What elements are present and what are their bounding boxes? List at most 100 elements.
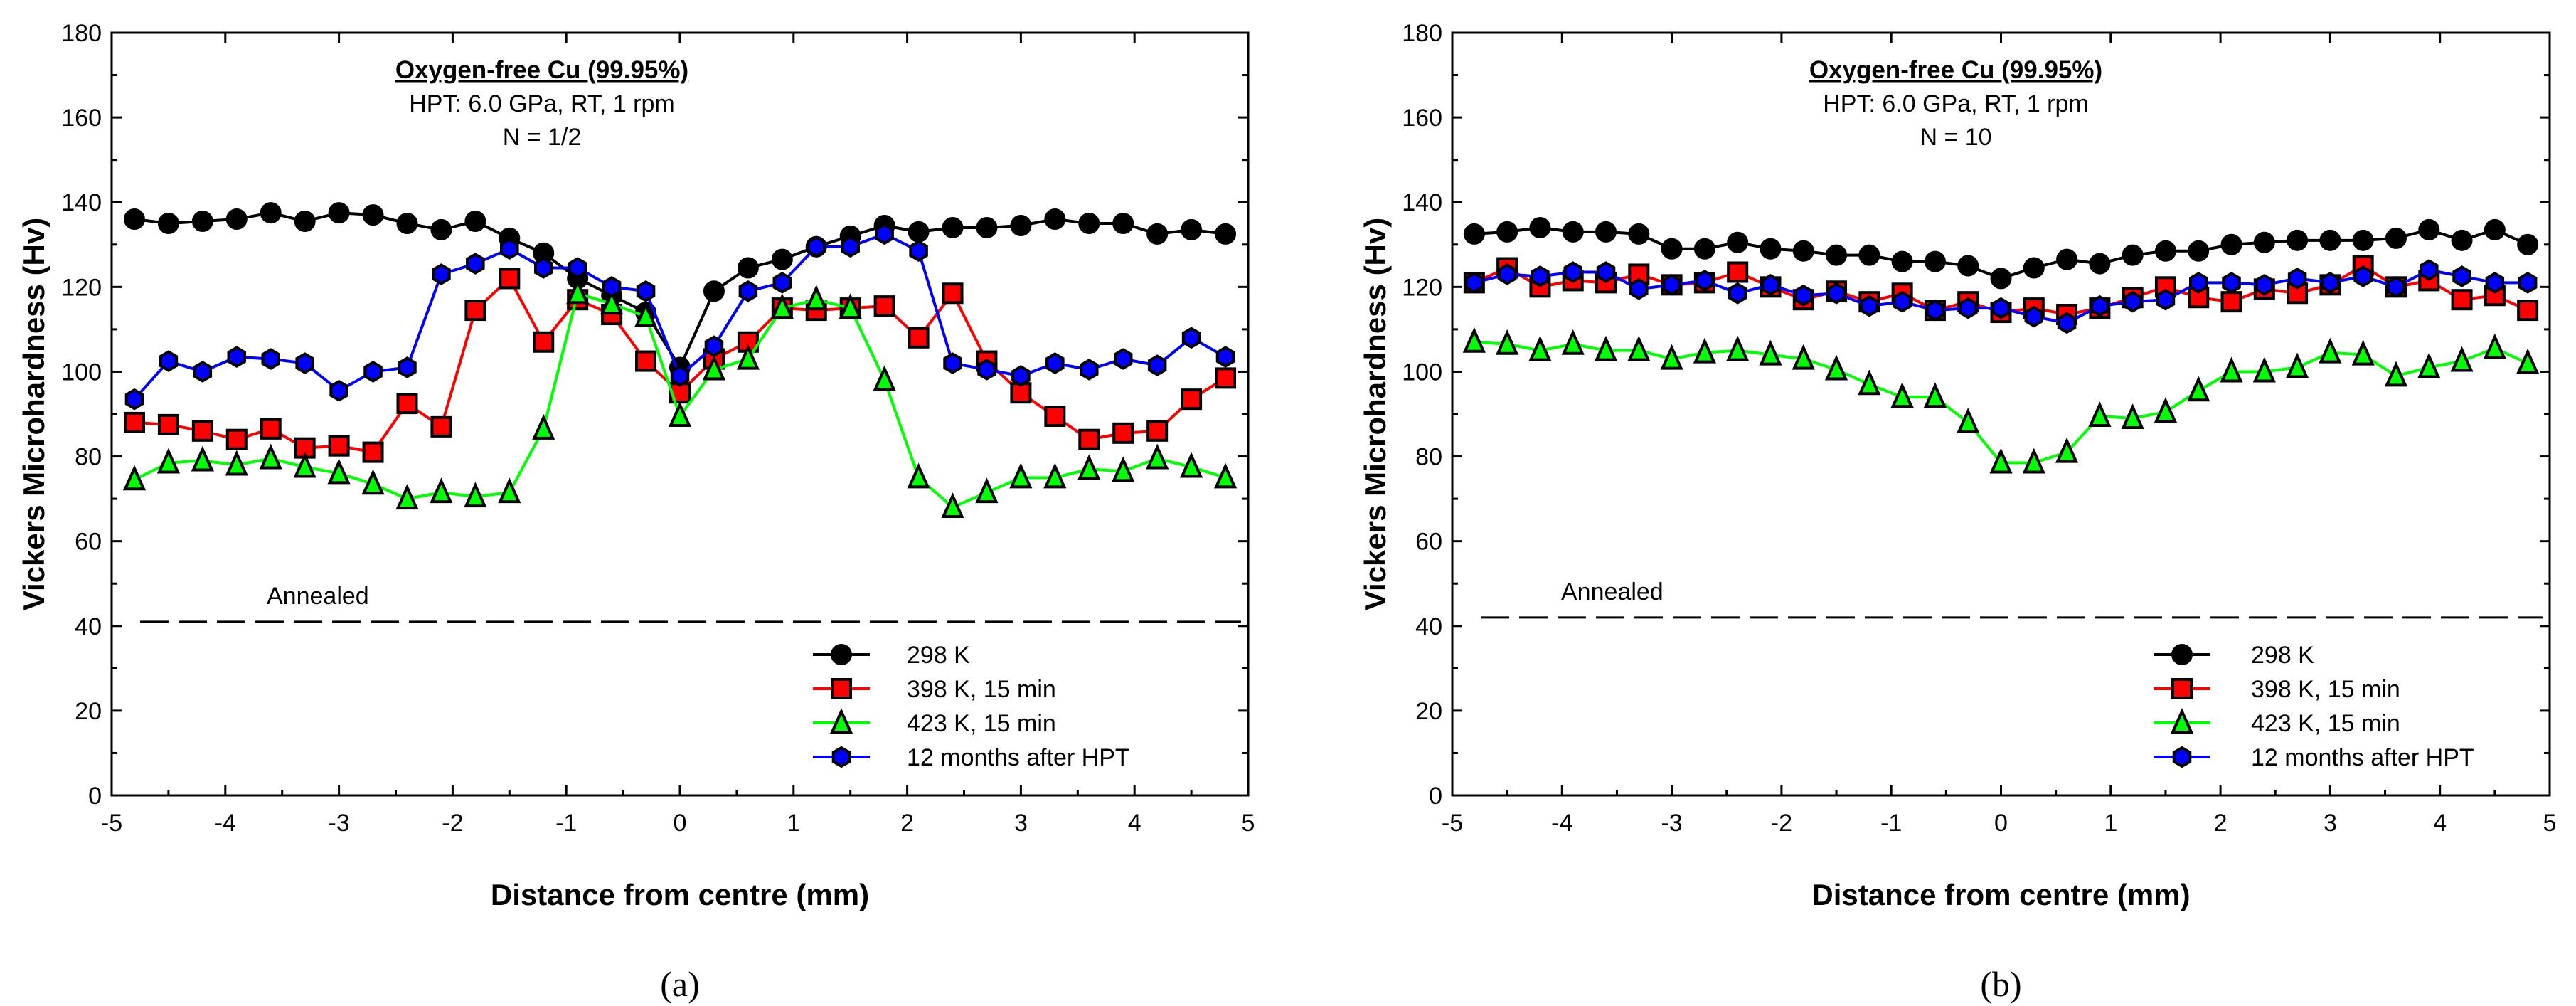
series-423-k-15-min xyxy=(1462,327,2540,474)
data-point-square xyxy=(1727,261,1749,283)
data-point-square xyxy=(1112,422,1134,444)
data-point-square xyxy=(328,435,350,457)
data-point-triangle xyxy=(941,492,964,519)
data-point-triangle xyxy=(1077,454,1101,480)
data-point-triangle xyxy=(907,462,930,489)
data-point-circle xyxy=(1595,221,1617,243)
data-point-hexagon xyxy=(1011,365,1031,387)
data-point-triangle xyxy=(2252,356,2276,383)
data-point-circle xyxy=(1112,213,1134,234)
data-point-square xyxy=(2517,300,2539,322)
data-point-square xyxy=(396,393,418,415)
data-point-triangle xyxy=(2384,361,2408,387)
x-tick-label: -1 xyxy=(555,810,577,837)
x-tick-label: -2 xyxy=(1771,810,1792,837)
data-point-hexagon xyxy=(2420,259,2439,281)
y-tick-label: 120 xyxy=(1402,274,1442,301)
data-point-triangle xyxy=(2483,333,2506,359)
data-point-triangle xyxy=(600,289,624,315)
data-point-triangle xyxy=(566,278,590,305)
data-point-hexagon xyxy=(2024,305,2044,328)
data-point-circle xyxy=(1044,208,1066,231)
chart-title: Oxygen-free Cu (99.95%) xyxy=(1809,56,2102,84)
series-398-k-15-min xyxy=(123,268,1237,463)
data-point-hexagon xyxy=(738,280,758,302)
x-tick-label: -4 xyxy=(1551,810,1572,837)
data-point-hexagon xyxy=(1761,274,1780,296)
data-point-circle xyxy=(1463,223,1485,245)
data-point-square xyxy=(362,441,384,463)
data-point-triangle xyxy=(1759,339,1782,366)
data-point-circle xyxy=(1990,268,2012,290)
x-tick-label: 0 xyxy=(1994,810,2008,837)
data-point-triangle xyxy=(2351,339,2375,366)
data-point-hexagon xyxy=(568,257,587,279)
legend-entry: 298 K xyxy=(2154,642,2314,669)
data-point-triangle xyxy=(1627,335,1651,361)
data-point-triangle xyxy=(430,477,453,504)
series-12-months-after-hpt xyxy=(1464,259,2538,334)
data-point-triangle xyxy=(191,445,214,472)
data-point-hexagon xyxy=(1080,359,1099,381)
data-point-square xyxy=(1628,263,1650,285)
data-point-triangle xyxy=(259,443,282,470)
legend-label: 12 months after HPT xyxy=(2251,744,2474,771)
data-point-triangle xyxy=(156,448,180,474)
chart-subtitle: HPT: 6.0 GPa, RT, 1 rpm xyxy=(409,90,675,117)
data-point-circle xyxy=(260,202,282,224)
x-tick-label: 2 xyxy=(2214,810,2228,837)
data-point-square xyxy=(533,331,555,353)
data-point-circle xyxy=(1826,244,1848,266)
legend-entry: 398 K, 15 min xyxy=(813,676,1056,703)
y-tick-label: 120 xyxy=(61,274,102,301)
data-point-square xyxy=(942,282,964,305)
data-point-circle xyxy=(1792,240,1814,262)
data-point-circle xyxy=(1760,238,1782,260)
y-axis-label: Vickers Microhardness (Hv) xyxy=(1358,218,1392,610)
data-point-circle xyxy=(294,211,316,233)
data-point-hexagon xyxy=(977,359,996,381)
data-point-triangle xyxy=(1957,408,1980,433)
data-point-triangle xyxy=(804,285,828,311)
data-point-square xyxy=(123,411,145,433)
data-point-hexagon xyxy=(159,350,179,372)
data-point-triangle xyxy=(2319,337,2342,364)
data-point-hexagon xyxy=(1794,284,1814,307)
data-point-square xyxy=(2188,287,2210,309)
data-point-square xyxy=(464,300,486,322)
data-point-hexagon xyxy=(909,240,928,263)
data-point-triangle xyxy=(2170,708,2194,734)
y-tick-label: 40 xyxy=(1415,613,1442,640)
data-point-hexagon xyxy=(841,235,860,258)
x-tick-label: -5 xyxy=(101,810,122,837)
data-point-hexagon xyxy=(1893,290,1912,313)
data-point-hexagon xyxy=(193,361,213,383)
y-tick-label: 180 xyxy=(1402,20,1442,47)
data-point-triangle xyxy=(1726,335,1750,361)
data-point-hexagon xyxy=(2188,272,2208,294)
data-point-hexagon xyxy=(227,346,247,368)
data-point-square xyxy=(1146,420,1169,442)
data-point-circle xyxy=(2056,248,2078,270)
y-tick-label: 0 xyxy=(88,783,102,810)
data-point-circle xyxy=(2122,244,2144,266)
data-point-hexagon xyxy=(2485,272,2505,294)
x-tick-label: 0 xyxy=(674,810,687,837)
data-point-triangle xyxy=(1462,327,1486,353)
data-point-circle xyxy=(1858,244,1880,266)
data-point-triangle xyxy=(1112,456,1135,482)
data-point-triangle xyxy=(2022,448,2045,474)
chart-condition: N = 1/2 xyxy=(503,124,582,151)
data-point-hexagon xyxy=(2172,746,2192,768)
data-point-circle xyxy=(2517,233,2539,255)
y-tick-label: 160 xyxy=(61,105,102,132)
data-point-hexagon xyxy=(2452,265,2471,287)
data-point-hexagon xyxy=(772,272,792,294)
legend-label: 398 K, 15 min xyxy=(907,676,1056,703)
data-point-hexagon xyxy=(670,365,690,387)
data-point-triangle xyxy=(1496,329,1519,355)
data-point-circle xyxy=(1010,214,1032,236)
data-point-hexagon xyxy=(2255,274,2274,296)
data-point-circle xyxy=(1727,231,1749,253)
data-point-circle xyxy=(2418,218,2440,240)
